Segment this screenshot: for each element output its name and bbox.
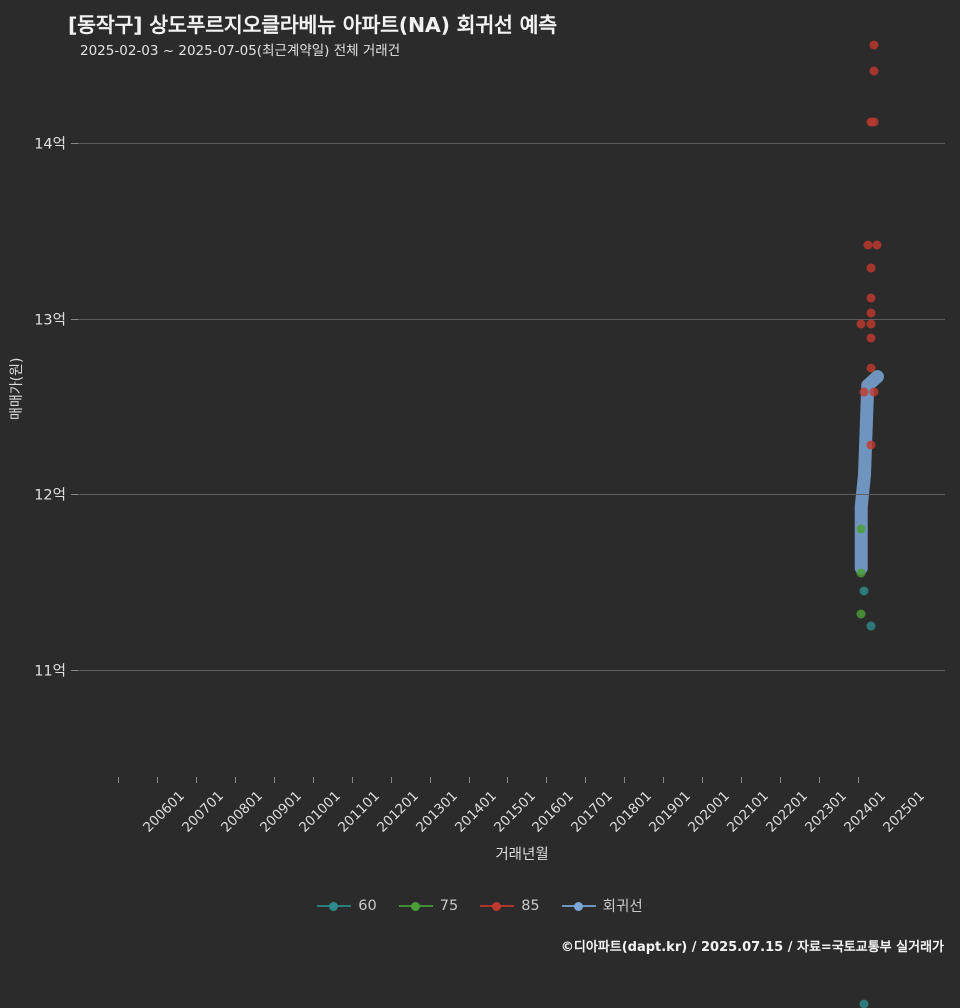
data-point-60: [866, 621, 876, 631]
x-axis-tick-label: 201901: [646, 788, 695, 836]
x-axis-tick: [858, 777, 859, 783]
x-axis-tick-label: 201701: [568, 788, 617, 836]
data-point-75: [856, 609, 866, 619]
data-point-85: [869, 66, 879, 76]
x-axis-tick: [118, 777, 119, 783]
legend-item-회귀선[interactable]: 회귀선: [561, 895, 643, 916]
legend-item-85[interactable]: 85: [480, 897, 540, 914]
x-axis-tick: [234, 777, 236, 783]
data-point-75: [856, 524, 866, 534]
legend-swatch-icon: [480, 900, 515, 912]
legend-item-60[interactable]: 60: [317, 897, 377, 914]
chart-container: [동작구] 상도푸르지오클라베뉴 아파트(NA) 회귀선 예측 2025-02-…: [0, 13, 960, 1008]
x-axis-tick-label: 201601: [529, 788, 578, 836]
footer-credit: ©디아파트(dapt.kr) / 2025.07.15 / 자료=국토교통부 실…: [560, 940, 944, 955]
data-point-60: [859, 586, 869, 596]
legend-swatch-icon: [317, 900, 352, 912]
x-axis-tick-label: 201801: [607, 788, 656, 836]
data-point-60: [859, 999, 869, 1008]
x-axis-tick: [507, 777, 509, 783]
x-axis-tick-label: 202101: [724, 788, 773, 836]
y-gridline: [78, 670, 945, 671]
x-axis-tick: [156, 777, 158, 783]
y-axis-tick-label: 13억: [34, 312, 66, 329]
x-axis-tick: [585, 777, 587, 783]
data-point-85: [856, 319, 866, 329]
y-gridline: [78, 143, 945, 144]
chart-subtitle: 2025-02-03 ~ 2025-07-05(최근계약일) 전체 거래건: [80, 43, 401, 59]
x-axis-tick: [702, 777, 704, 783]
y-gridline: [78, 494, 945, 496]
x-axis-tick-label: 202201: [763, 788, 812, 836]
data-point-85: [869, 387, 879, 397]
regression-polyline: [854, 370, 884, 575]
x-axis-tick-label: 201301: [412, 788, 461, 836]
data-point-85: [872, 240, 882, 250]
x-axis-tick-label: 200901: [256, 788, 305, 836]
legend-swatch-icon: [561, 900, 596, 912]
x-axis-tick: [624, 777, 626, 783]
y-axis-tick-label: 14억: [34, 136, 66, 153]
x-axis-tick-label: 202301: [802, 788, 850, 836]
legend-label: 회귀선: [602, 899, 643, 915]
x-axis-tick: [429, 777, 431, 783]
data-point-85: [866, 440, 876, 450]
y-gridline: [78, 318, 945, 320]
x-axis-tick: [546, 777, 548, 783]
legend-label: 60: [358, 897, 377, 914]
y-axis-label: 매매가(원): [9, 357, 25, 420]
x-axis-tick: [312, 777, 314, 783]
x-axis-tick: [351, 777, 353, 783]
x-axis-tick: [273, 777, 275, 783]
plot-area: [71, 40, 945, 1008]
data-point-85: [866, 319, 876, 329]
x-axis-label: 거래년월: [495, 847, 549, 863]
x-axis-tick-label: 201201: [373, 788, 422, 836]
data-point-85: [859, 387, 869, 397]
x-axis-tick: [195, 777, 197, 783]
data-point-85: [866, 293, 876, 303]
y-axis-tick: [71, 670, 78, 671]
x-axis-tick: [390, 777, 392, 783]
legend-label: 85: [521, 897, 540, 914]
data-point-85: [869, 117, 879, 127]
data-point-75: [856, 568, 866, 578]
legend-item-75[interactable]: 75: [398, 897, 459, 914]
x-axis-tick: [663, 777, 665, 783]
x-axis-tick-label: 201101: [334, 788, 383, 836]
y-axis-tick: [71, 143, 78, 144]
x-axis-tick: [780, 777, 782, 783]
y-axis-tick: [71, 494, 78, 496]
x-axis-tick-label: 202401: [841, 788, 889, 836]
x-axis-tick-label: 200601: [140, 788, 188, 836]
legend-swatch-icon: [398, 900, 433, 912]
x-axis-tick: [741, 777, 743, 783]
x-axis-tick: [819, 777, 821, 783]
x-axis-tick-label: 202001: [685, 788, 734, 836]
legend-label: 75: [439, 897, 459, 914]
page-title: [동작구] 상도푸르지오클라베뉴 아파트(NA) 회귀선 예측: [68, 13, 557, 37]
data-point-85: [869, 40, 879, 50]
x-axis-tick-label: 202501: [880, 788, 928, 836]
x-axis-tick-label: 201001: [295, 788, 344, 836]
data-point-85: [863, 240, 873, 250]
data-point-85: [866, 363, 876, 373]
x-axis-tick: [468, 777, 470, 783]
data-point-85: [866, 308, 876, 318]
y-axis-tick-label: 12억: [34, 487, 66, 504]
x-axis-tick-label: 200801: [217, 788, 266, 836]
y-axis-tick-label: 11억: [34, 663, 66, 680]
data-point-85: [866, 333, 876, 343]
data-point-85: [866, 263, 876, 273]
x-axis-tick-label: 201501: [490, 788, 539, 836]
x-axis-tick-label: 201401: [451, 788, 500, 836]
x-axis-tick-label: 200701: [179, 788, 227, 836]
chart-legend: 60 75 85 회귀선: [0, 895, 960, 916]
y-axis-tick: [71, 318, 78, 320]
